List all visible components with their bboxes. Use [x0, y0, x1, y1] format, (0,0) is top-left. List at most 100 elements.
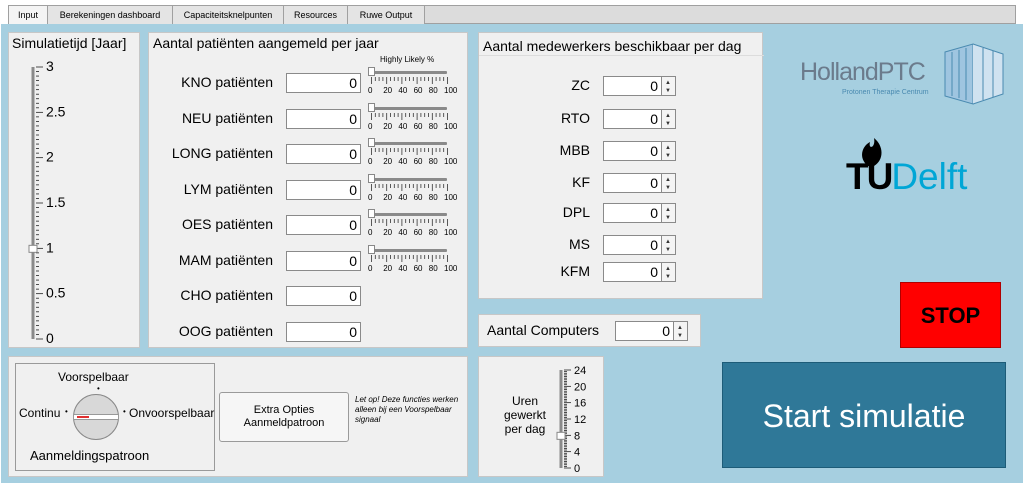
hours-tick-label: 8 — [574, 430, 580, 442]
patient-count-input[interactable]: 0 — [286, 179, 361, 200]
slider-tick-label: 60 — [413, 157, 423, 166]
tab-ruwe-output[interactable]: Ruwe Output — [348, 6, 425, 24]
highly-likely-header: Highly Likely % — [380, 55, 435, 64]
slider-thumb[interactable] — [368, 102, 375, 112]
slider-tick-label: 0 — [368, 86, 373, 95]
staff-count-spinner[interactable]: ▲ ▼ — [662, 141, 676, 161]
slider-tick-label: 20 — [383, 121, 393, 131]
tab-resources[interactable]: Resources — [284, 6, 348, 24]
slider-tick-label: 40 — [398, 86, 408, 95]
computers-spinner[interactable]: ▲ ▼ — [674, 321, 688, 341]
staff-count-input[interactable]: 0 — [603, 262, 662, 282]
slider-tick-label: 80 — [428, 263, 438, 273]
pattern-predictable-label: Voorspelbaar — [58, 370, 129, 384]
pattern-right-dot: • — [123, 407, 126, 416]
stop-button[interactable]: STOP — [900, 282, 1001, 348]
patient-count-input[interactable]: 0 — [286, 108, 361, 129]
staff-count-input[interactable]: 0 — [603, 76, 662, 96]
slider-tick-label: 0 — [368, 121, 373, 131]
staff-label: MS — [569, 236, 590, 252]
hours-tick-label: 0 — [574, 463, 580, 475]
slider-tick-label: 0 — [368, 263, 373, 273]
computers-panel: Aantal Computers 0 ▲ ▼ — [478, 314, 701, 347]
patient-count-input[interactable]: 0 — [286, 321, 361, 342]
slider-track — [371, 71, 447, 74]
slider-tick-label: 100 — [444, 263, 458, 273]
slider-thumb[interactable] — [368, 67, 375, 76]
staff-count-input[interactable]: 0 — [603, 141, 662, 161]
staff-count-spinner[interactable]: ▲ ▼ — [662, 262, 676, 282]
hours-panel: Uren gewerkt per dag 24 20 16 12 8 4 0 — [478, 356, 604, 477]
highly-likely-slider[interactable]: 0 20 40 60 80 100 — [368, 138, 457, 168]
simulation-time-tick-label: 3 — [46, 58, 54, 74]
patient-count-input[interactable]: 0 — [286, 286, 361, 306]
highly-likely-slider[interactable]: 0 20 40 60 80 100 — [368, 173, 457, 204]
slider-thumb[interactable] — [556, 431, 566, 440]
slider-thumb[interactable] — [28, 244, 38, 253]
hollandptc-emblem-icon — [944, 43, 1004, 105]
tudelft-logo: TUDelft — [846, 156, 967, 198]
hours-tick-label: 20 — [574, 381, 586, 393]
tudelft-flame-icon — [862, 138, 882, 166]
hours-slider[interactable]: 24 20 16 12 8 4 0 — [479, 357, 605, 478]
slider-thumb[interactable] — [368, 173, 375, 183]
slider-ticks — [371, 112, 448, 120]
simulation-time-slider[interactable]: 3 2.5 2 1.5 1 0.5 0 — [9, 33, 141, 349]
patient-label: LONG patiënten — [171, 145, 273, 161]
knob-pointer — [77, 416, 89, 418]
highly-likely-slider[interactable]: 0 20 40 60 80 100 — [368, 209, 457, 239]
staff-label: MBB — [559, 142, 590, 158]
pattern-title: Aanmeldingspatroon — [30, 448, 150, 463]
highly-likely-slider[interactable]: 0 20 40 60 80 100 — [368, 102, 458, 133]
computers-input[interactable]: 0 — [615, 321, 674, 341]
slider-tick-label: 100 — [444, 121, 458, 131]
slider-tick-label: 80 — [428, 228, 438, 237]
slider-ticks — [371, 148, 448, 155]
staff-count-input[interactable]: 0 — [603, 173, 662, 193]
extra-options-button[interactable]: Extra Opties Aanmeldpatroon — [219, 392, 349, 442]
pattern-knob-box: Voorspelbaar • Continu • • Onvoorspelbaa… — [15, 363, 215, 471]
tab-berekeningen-dashboard[interactable]: Berekeningen dashboard — [48, 6, 173, 24]
simulation-time-tick-label: 1 — [46, 239, 54, 255]
hours-tick-label: 12 — [574, 414, 586, 426]
staff-count-spinner[interactable]: ▲ ▼ — [662, 76, 676, 96]
hollandptc-subtitle: Protonen Therapie Centrum — [842, 89, 929, 96]
slider-track — [371, 213, 447, 216]
slider-ticks — [371, 219, 448, 226]
staff-title-divider — [479, 55, 764, 56]
slider-thumb[interactable] — [368, 138, 375, 147]
slider-tick-label: 80 — [428, 192, 438, 202]
pattern-knob[interactable] — [73, 394, 119, 440]
hollandptc-wordmark: HollandPTC — [800, 58, 926, 86]
pattern-panel: Voorspelbaar • Continu • • Onvoorspelbaa… — [8, 356, 468, 477]
staff-count-spinner[interactable]: ▲ ▼ — [662, 203, 676, 223]
staff-count-spinner[interactable]: ▲ ▼ — [662, 109, 676, 129]
patient-count-input[interactable]: 0 — [286, 250, 361, 271]
start-simulation-button[interactable]: Start simulatie — [722, 362, 1006, 468]
patient-count-input[interactable]: 0 — [286, 73, 361, 93]
patient-count-input[interactable]: 0 — [286, 144, 361, 164]
slider-ticks — [371, 77, 448, 84]
slider-thumb[interactable] — [368, 244, 375, 254]
hours-tick-label: 24 — [574, 365, 586, 377]
staff-count-spinner[interactable]: ▲ ▼ — [662, 173, 676, 193]
highly-likely-slider[interactable]: 0 20 40 60 80 100 — [368, 244, 458, 275]
slider-thumb[interactable] — [368, 209, 375, 218]
staff-count-input[interactable]: 0 — [603, 203, 662, 223]
pattern-top-dot: • — [97, 384, 100, 393]
patient-count-input[interactable]: 0 — [286, 215, 361, 235]
simulation-time-tick-label: 0.5 — [46, 285, 66, 301]
patients-panel: Aantal patiënten aangemeld per jaar High… — [148, 32, 468, 348]
staff-label: DPL — [562, 204, 590, 220]
staff-count-input[interactable]: 0 — [603, 109, 662, 129]
simulation-time-tick-label: 2 — [46, 149, 54, 165]
tab-capaciteitsknelpunten[interactable]: Capaciteitsknelpunten — [173, 6, 284, 24]
tab-input[interactable]: Input — [9, 6, 48, 25]
staff-label: ZC — [571, 77, 590, 93]
staff-label: KFM — [560, 263, 590, 279]
slider-tick-label: 100 — [444, 86, 458, 95]
note-text: Let op! Deze functies werken alleen bij … — [355, 395, 459, 424]
highly-likely-slider[interactable]: 0 20 40 60 80 100 — [368, 67, 458, 97]
staff-count-spinner[interactable]: ▲ ▼ — [662, 235, 676, 255]
staff-count-input[interactable]: 0 — [603, 235, 662, 255]
